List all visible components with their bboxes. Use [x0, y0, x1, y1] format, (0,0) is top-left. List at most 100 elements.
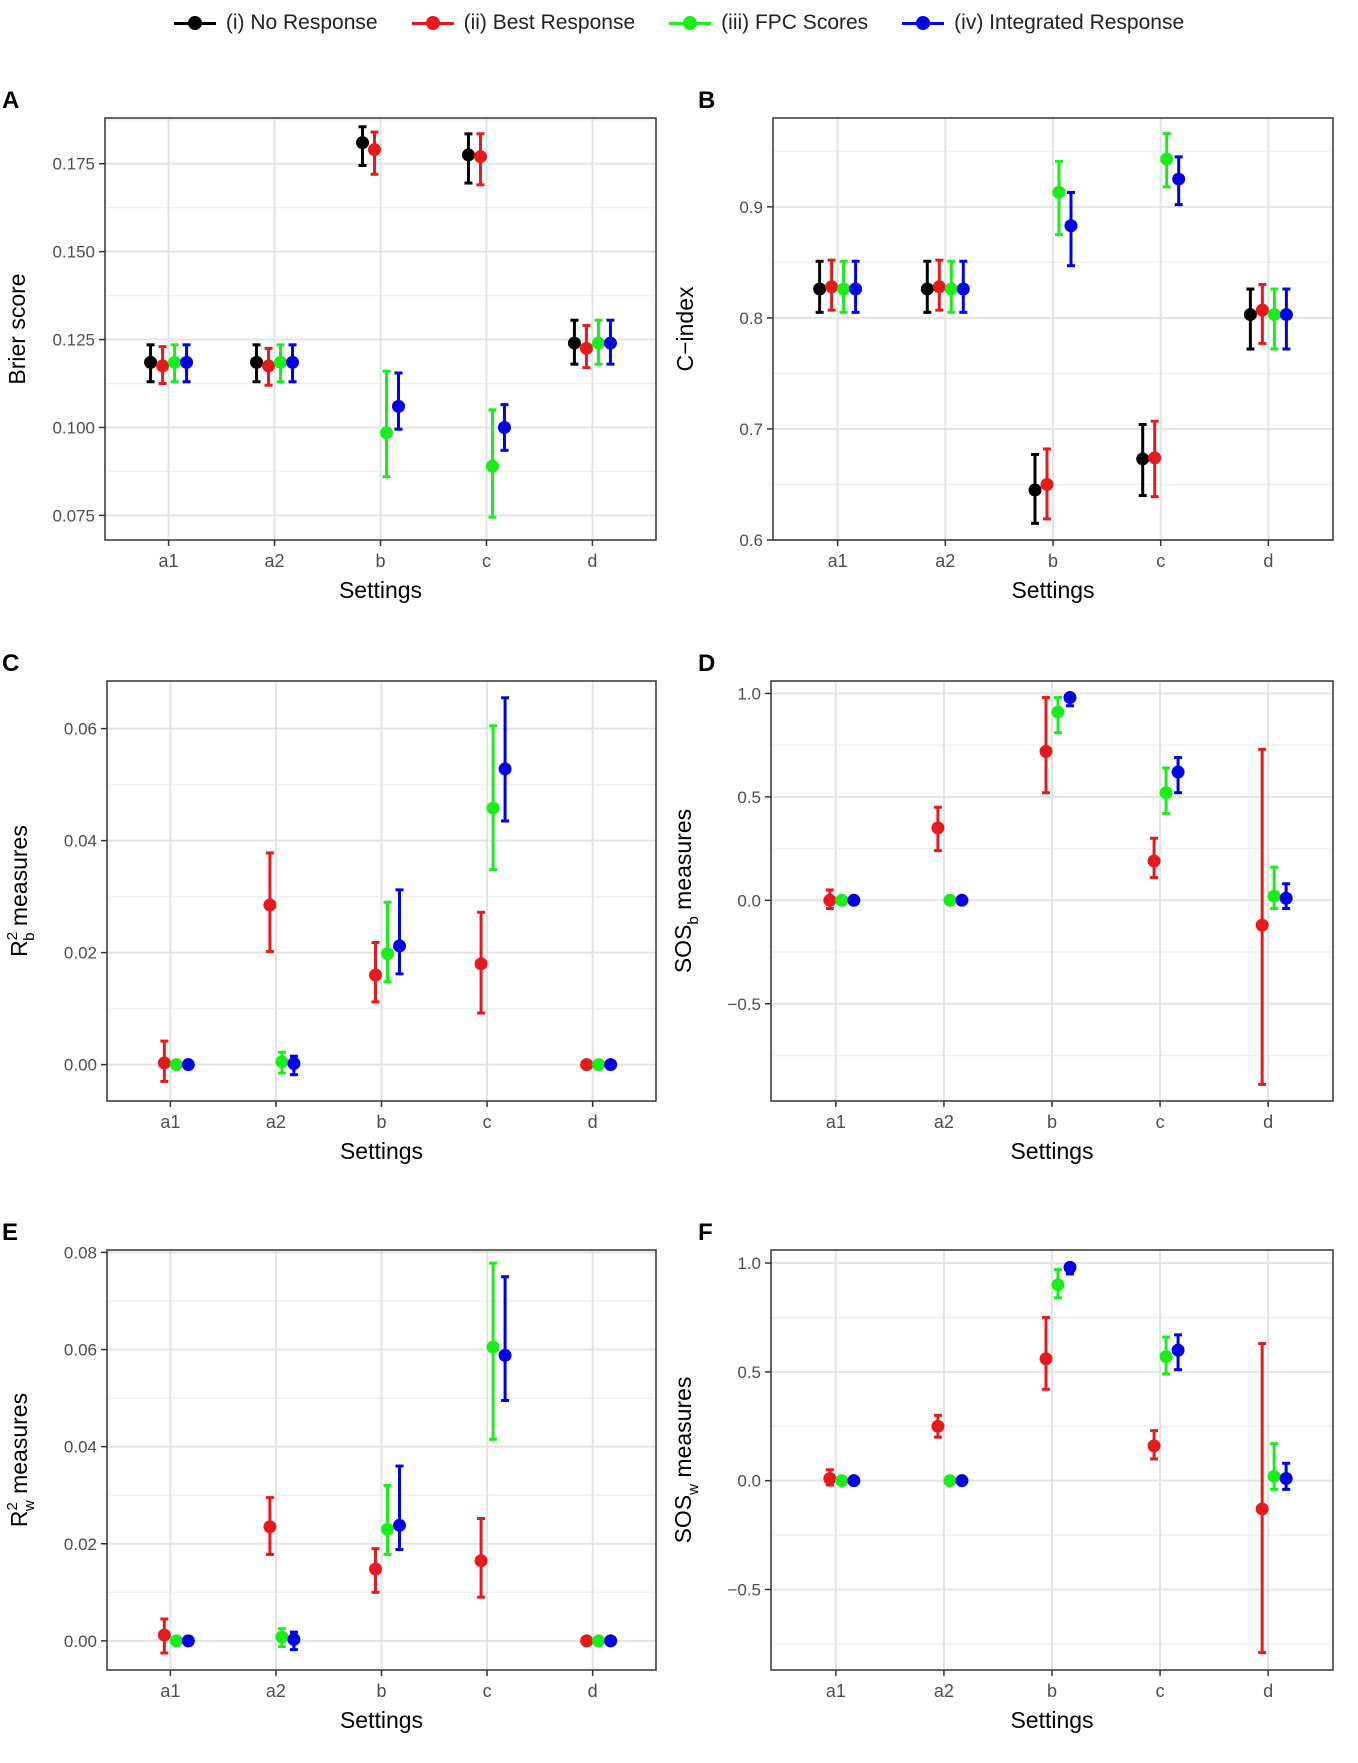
x-tick-label: a2 [266, 1112, 286, 1132]
plot-border [770, 680, 1334, 1102]
y-tick-label: 0.9 [739, 198, 763, 217]
data-point [604, 1058, 618, 1072]
data-point [1136, 452, 1150, 466]
legend-label-no-response: (i) No Response [225, 11, 378, 34]
y-tick-label: 0.150 [52, 243, 95, 262]
legend-item-integrated-response: (iv) Integrated Response [902, 11, 1184, 35]
y-tick-label: 0.100 [52, 418, 95, 437]
data-point [180, 355, 194, 369]
data-point [1243, 308, 1257, 322]
legend-key-best-response [411, 16, 454, 30]
data-point [1039, 744, 1053, 758]
plot-border [106, 1249, 657, 1671]
x-tick-label: a1 [826, 1681, 846, 1701]
x-tick-label: b [1047, 1112, 1057, 1132]
y-axis-title-main: R [6, 940, 32, 957]
data-point [380, 426, 393, 440]
x-tick-label: a1 [160, 1112, 180, 1132]
data-point [1267, 1469, 1281, 1483]
data-point [931, 1419, 945, 1433]
data-point [157, 1056, 171, 1070]
panel-label: A [2, 87, 19, 114]
data-point [497, 420, 511, 434]
data-point [1159, 786, 1173, 800]
data-point [498, 1348, 512, 1362]
legend-key-integrated-response [902, 16, 945, 30]
plot-border [104, 117, 657, 541]
data-point [592, 1058, 606, 1072]
y-axis-title-sub: w [21, 1500, 38, 1512]
x-axis-title: Settings [340, 1707, 423, 1733]
data-point [1267, 308, 1281, 322]
y-axis-title-sup: 2 [4, 932, 21, 940]
legend-label-best-response: (ii) Best Response [463, 11, 636, 34]
x-tick-label: a2 [265, 551, 285, 571]
data-point [580, 1634, 594, 1648]
y-axis-title: R2b measures [4, 825, 38, 957]
data-point [474, 1554, 488, 1568]
data-point [931, 821, 945, 835]
data-point [580, 1058, 594, 1072]
data-point [1051, 705, 1065, 719]
y-tick-label: 0.04 [64, 1438, 97, 1457]
y-axis-title: SOSb measures [670, 809, 702, 973]
data-point [287, 1632, 301, 1646]
data-point [486, 801, 500, 815]
data-point [1028, 483, 1042, 497]
y-axis-title-sub: b [21, 933, 38, 941]
y-tick-label: 1.0 [737, 1254, 761, 1273]
panel-f: F −0.5 0.0 0.5 1.0 a1 a2 b c d Settings SOSw measur… [670, 1219, 1334, 1733]
data-point [181, 1634, 195, 1648]
x-tick-label: a2 [934, 1112, 954, 1132]
y-tick-label: 0.06 [64, 1341, 97, 1360]
x-tick-label: a2 [935, 551, 955, 571]
data-point [1255, 918, 1269, 932]
data-point [1279, 308, 1293, 322]
data-point [955, 893, 969, 907]
data-point [275, 1055, 289, 1069]
x-tick-label: c [1156, 1112, 1165, 1132]
y-tick-label: 1.0 [737, 684, 761, 703]
y-tick-label: 0.00 [64, 1632, 97, 1651]
legend-label-integrated-response: (iv) Integrated Response [954, 11, 1185, 34]
x-axis-title: Settings [1010, 1707, 1093, 1733]
x-tick-label: a1 [826, 1112, 846, 1132]
y-axis-title-suffix: measures [6, 825, 32, 932]
data-point [1051, 1278, 1065, 1292]
legend: (i) No Response (ii) Best Response (iii)… [0, 0, 1358, 46]
data-point [920, 282, 934, 296]
x-tick-label: d [1263, 551, 1273, 571]
data-point [1159, 1350, 1173, 1364]
data-point [473, 150, 487, 164]
data-point [169, 1634, 183, 1648]
data-point [485, 459, 499, 473]
data-point [567, 336, 581, 350]
y-tick-label: 0.075 [52, 506, 95, 525]
y-tick-label: 0.7 [739, 420, 763, 439]
data-point [1063, 1260, 1077, 1274]
data-point [1255, 303, 1269, 317]
data-point [1267, 889, 1281, 903]
legend-item-no-response: (i) No Response [173, 11, 378, 35]
data-point [392, 399, 405, 413]
y-axis-title: SOSw measures [670, 1377, 702, 1544]
x-tick-label: c [483, 1681, 492, 1701]
data-point [156, 359, 170, 373]
data-point [1172, 172, 1186, 186]
y-tick-label: 0.8 [739, 309, 763, 328]
data-point [368, 143, 381, 157]
data-point [1160, 152, 1174, 166]
data-point [369, 968, 382, 982]
data-point [1255, 1502, 1269, 1516]
y-axis-title-sup: 2 [4, 1502, 21, 1510]
legend-key-no-response [173, 16, 216, 30]
y-axis-title-main: R [6, 1510, 32, 1527]
data-point [498, 762, 512, 776]
data-point [823, 893, 837, 907]
data-point [847, 893, 861, 907]
data-point [356, 136, 369, 150]
y-axis-title-main: SOS [670, 925, 696, 974]
x-tick-label: b [1047, 1681, 1057, 1701]
